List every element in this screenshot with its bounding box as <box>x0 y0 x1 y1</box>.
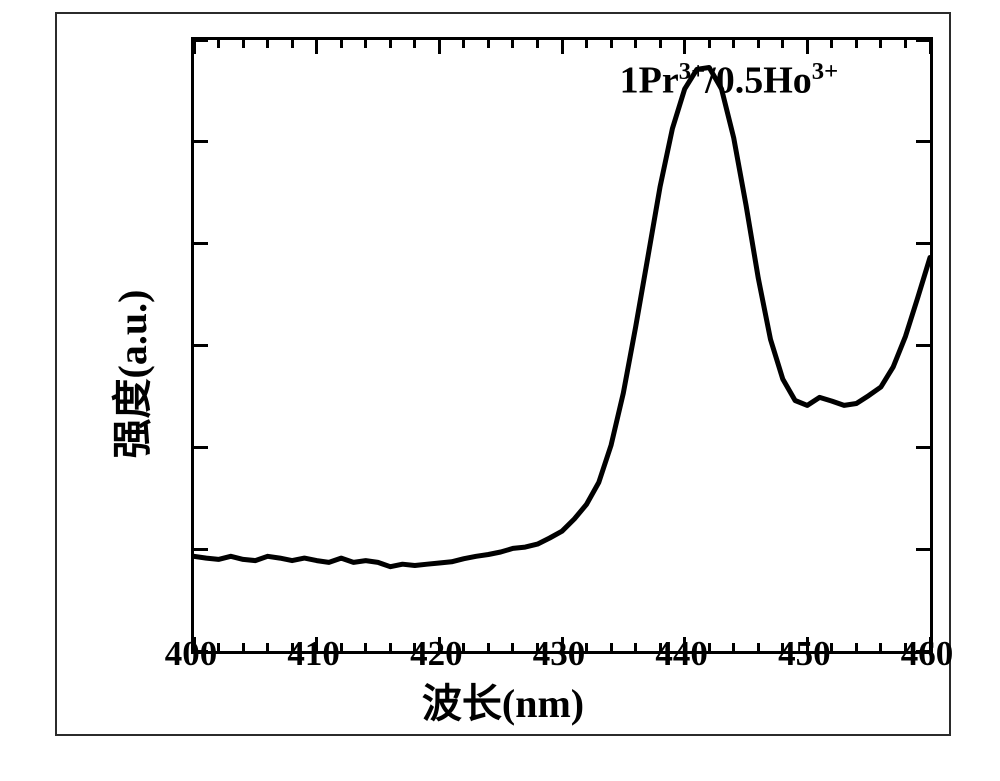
xtick-minor <box>291 40 294 48</box>
xtick-minor <box>364 643 367 651</box>
xtick-minor <box>389 40 392 48</box>
plot-area: 1Pr3+/0.5Ho3+ <box>191 37 933 654</box>
xtick-minor <box>879 643 882 651</box>
xtick-label: 460 <box>901 634 954 674</box>
xtick-label: 410 <box>287 634 340 674</box>
ytick <box>194 242 208 245</box>
ytick <box>194 344 208 347</box>
xtick-minor <box>610 643 613 651</box>
xtick-minor <box>634 643 637 651</box>
ytick <box>194 140 208 143</box>
xtick-minor <box>708 643 711 651</box>
xtick-minor <box>757 643 760 651</box>
series-annotation: 1Pr3+/0.5Ho3+ <box>620 58 839 103</box>
xtick-minor <box>340 643 343 651</box>
xtick-minor <box>217 40 220 48</box>
ytick <box>916 344 930 347</box>
xtick-minor <box>462 40 465 48</box>
xtick-major <box>193 40 196 54</box>
xtick-minor <box>585 643 588 651</box>
xtick-minor <box>487 643 490 651</box>
xtick-label: 420 <box>410 634 463 674</box>
xtick-minor <box>266 643 269 651</box>
ytick <box>916 242 930 245</box>
xtick-minor <box>708 40 711 48</box>
ytick <box>194 39 208 42</box>
xtick-minor <box>781 40 784 48</box>
xtick-minor <box>266 40 269 48</box>
xtick-minor <box>830 40 833 48</box>
xtick-minor <box>487 40 490 48</box>
xtick-label: 400 <box>165 634 218 674</box>
xtick-minor <box>242 40 245 48</box>
xtick-major <box>929 40 932 54</box>
xtick-major <box>561 40 564 54</box>
xtick-minor <box>389 643 392 651</box>
ytick <box>916 446 930 449</box>
xtick-minor <box>879 40 882 48</box>
xtick-minor <box>242 643 245 651</box>
xtick-minor <box>462 643 465 651</box>
xtick-minor <box>413 40 416 48</box>
xtick-minor <box>855 643 858 651</box>
xtick-major <box>438 40 441 54</box>
xtick-minor <box>217 643 220 651</box>
y-axis-label: 强度(a.u.) <box>100 290 158 459</box>
xtick-minor <box>855 40 858 48</box>
xtick-minor <box>511 40 514 48</box>
spectrum-curve <box>194 40 930 651</box>
xtick-major <box>315 40 318 54</box>
xtick-label: 430 <box>533 634 586 674</box>
xtick-minor <box>585 40 588 48</box>
xtick-minor <box>610 40 613 48</box>
xtick-minor <box>659 40 662 48</box>
xtick-label: 450 <box>778 634 831 674</box>
xtick-minor <box>511 643 514 651</box>
xtick-minor <box>830 643 833 651</box>
xtick-major <box>806 40 809 54</box>
figure-frame: 1Pr3+/0.5Ho3+ 400 410 420 430 440 450 460 波长(n… <box>55 12 951 736</box>
ytick <box>194 548 208 551</box>
ytick <box>916 548 930 551</box>
xtick-minor <box>757 40 760 48</box>
xtick-minor <box>364 40 367 48</box>
xtick-minor <box>904 40 907 48</box>
xtick-label: 440 <box>655 634 708 674</box>
ytick <box>194 446 208 449</box>
xtick-major <box>683 40 686 54</box>
xtick-minor <box>634 40 637 48</box>
ytick <box>916 140 930 143</box>
xtick-minor <box>732 643 735 651</box>
xtick-minor <box>536 40 539 48</box>
ytick <box>916 39 930 42</box>
xtick-minor <box>340 40 343 48</box>
x-axis-label: 波长(nm) <box>422 671 584 729</box>
xtick-minor <box>732 40 735 48</box>
